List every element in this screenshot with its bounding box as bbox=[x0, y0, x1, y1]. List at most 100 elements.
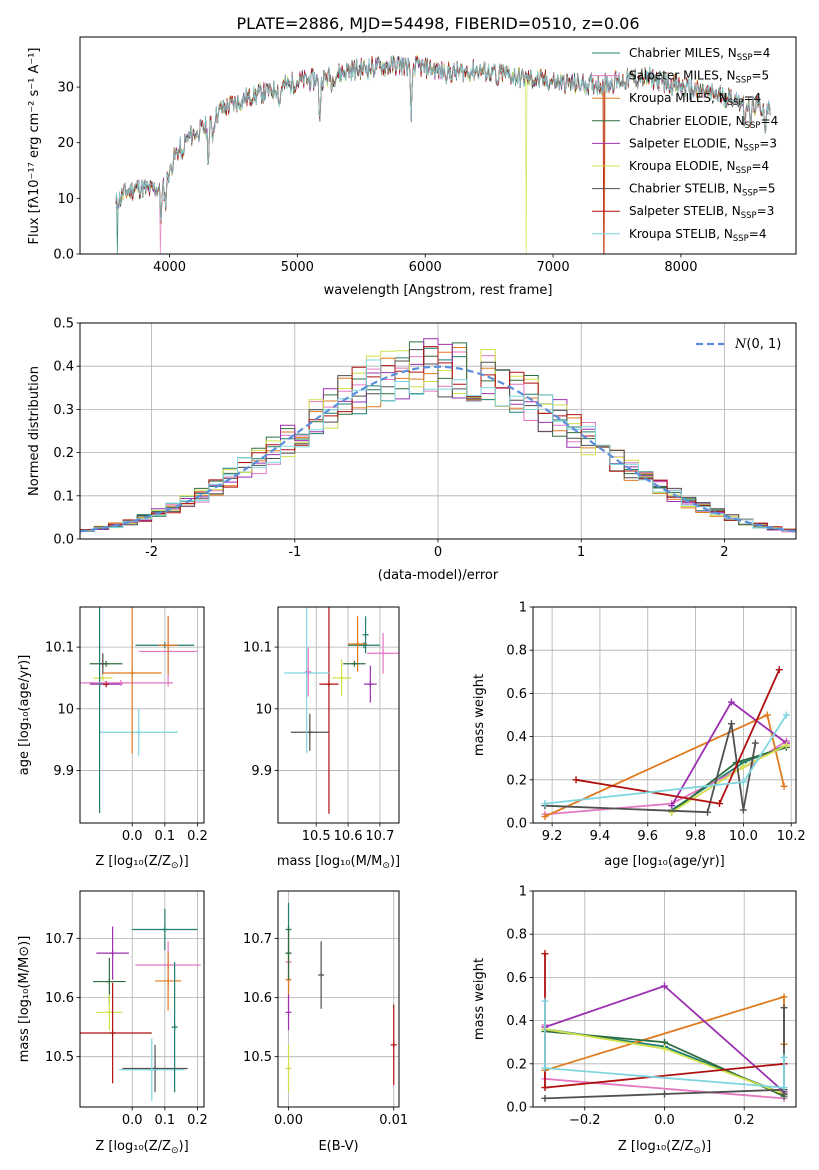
x-tick-label: -1 bbox=[288, 545, 301, 560]
legend-entry-sub: SSP bbox=[736, 76, 752, 86]
x-tick-label: 0.0 bbox=[122, 829, 143, 844]
x-tick-label: 0.00 bbox=[274, 1113, 303, 1128]
age_vs_Z-xlabel: Z [log₁₀(Z/Z⊙)] bbox=[95, 854, 188, 871]
y-tick-label: 10.1 bbox=[45, 641, 74, 656]
age_vs_mass-axes: 10.5 10.6 10.7 9.9 10 10.1 bbox=[243, 606, 400, 844]
y-tick-label: 0.6 bbox=[506, 687, 527, 702]
y-tick-label: 9.9 bbox=[53, 764, 74, 779]
legend-entry: Kroupa STELIB, NSSP=4 bbox=[629, 227, 767, 244]
weight-marker bbox=[739, 806, 747, 814]
residuals-xlabel: (data-model)/error bbox=[378, 568, 499, 583]
mass_vs_Z-plot-area bbox=[80, 891, 204, 1107]
legend-entry-tail: =4 bbox=[761, 114, 779, 128]
weight_vs_age-plot-area bbox=[533, 607, 796, 823]
axes-frame bbox=[79, 36, 797, 255]
legend-entry-sub: SSP bbox=[745, 121, 761, 131]
data-point bbox=[106, 978, 113, 985]
legend-entry-tail: =4 bbox=[753, 46, 771, 60]
data-point bbox=[285, 1065, 292, 1072]
legend-entry-sub: SSP bbox=[743, 143, 759, 153]
weight_vs_age-ylabel: mass weight bbox=[472, 674, 487, 756]
legend-entry-main: Salpeter MILES, N bbox=[629, 69, 736, 83]
legend-entry-main: Chabrier STELIB, N bbox=[629, 182, 742, 196]
normal-curve bbox=[80, 365, 796, 533]
weight-marker bbox=[727, 698, 735, 706]
weight-marker bbox=[668, 802, 676, 810]
weight-marker bbox=[715, 800, 723, 808]
x-tick-label: 5000 bbox=[281, 260, 314, 275]
y-tick-label: 0.6 bbox=[506, 971, 527, 986]
x-tick-label: -2 bbox=[145, 545, 158, 560]
weight-marker bbox=[739, 778, 747, 786]
data-point bbox=[129, 670, 136, 677]
legend-entry-main: Kroupa ELODIE, N bbox=[629, 159, 736, 173]
x-tick-label: 0.0 bbox=[122, 1113, 143, 1128]
weight-marker bbox=[780, 1084, 788, 1092]
y-tick-label: 0.0 bbox=[53, 248, 74, 263]
weight-marker bbox=[739, 763, 747, 771]
weight-marker bbox=[541, 997, 549, 1005]
legend-entry-tail: =4 bbox=[744, 91, 762, 105]
legend-entry: Kroupa ELODIE, NSSP=4 bbox=[629, 159, 769, 176]
y-tick-label: 0.2 bbox=[53, 446, 74, 461]
weight-marker bbox=[541, 950, 549, 958]
y-tick-label: 10.7 bbox=[243, 932, 272, 947]
y-tick-label: 10.7 bbox=[45, 932, 74, 947]
age_vs_mass-plot-area bbox=[278, 607, 399, 823]
xlabel-tail: )] bbox=[390, 854, 400, 869]
age-vs-Z-ylabel: age [log₁₀(age/yr)] bbox=[17, 655, 32, 776]
data-point bbox=[351, 660, 358, 667]
data-point bbox=[109, 950, 116, 957]
weight-marker bbox=[541, 1094, 549, 1102]
spectrum-ylabel: Flux [fλ10⁻¹⁷ erg cm⁻² s⁻¹ A⁻¹] bbox=[27, 48, 42, 245]
legend-entry-tail: =3 bbox=[757, 204, 775, 218]
spectrum-axes: 4000 5000 6000 7000 8000 0.0 10 20 30 bbox=[53, 36, 797, 275]
legend-entry-main: Chabrier ELODIE, N bbox=[629, 114, 745, 128]
y-tick-label: 1 bbox=[519, 601, 527, 616]
x-tick-label: 9.8 bbox=[685, 829, 706, 844]
y-tick-label: 0.2 bbox=[506, 1057, 527, 1072]
weight-series-line bbox=[671, 744, 787, 813]
y-tick-label: 10.1 bbox=[243, 641, 272, 656]
data-point bbox=[354, 641, 361, 648]
y-tick-label: 10.6 bbox=[45, 991, 74, 1006]
normal-curve-legend-symbol: N bbox=[734, 337, 747, 352]
data-point bbox=[135, 729, 142, 736]
spectrum-series-line bbox=[115, 55, 771, 254]
x-tick-label: 0.2 bbox=[187, 1113, 208, 1128]
x-tick-label: 0.0 bbox=[654, 1113, 675, 1128]
x-tick-label: 0.2 bbox=[187, 829, 208, 844]
xlabel-sun-symbol: ⊙ bbox=[171, 1146, 179, 1156]
legend-entry-main: Salpeter ELODIE, N bbox=[629, 136, 743, 150]
spectrum-plot-area bbox=[115, 54, 771, 254]
y-tick-label: 0.0 bbox=[506, 817, 527, 832]
weight_vs_Z-ylabel: mass weight bbox=[472, 958, 487, 1040]
axes-frame bbox=[532, 890, 797, 1108]
y-tick-label: 0.0 bbox=[53, 533, 74, 548]
spectrum-series-line bbox=[115, 54, 771, 254]
weight_vs_Z-axes: −0.2 0.0 0.2 0.0 0.2 0.4 0.6 0.8 1 bbox=[506, 885, 797, 1128]
weight_vs_Z-xlabel: Z [log₁₀(Z/Z⊙)] bbox=[618, 1139, 711, 1156]
age_vs_Z-axes: 0.0 0.1 0.2 9.9 10 10.1 bbox=[45, 606, 208, 844]
residual-histogram bbox=[80, 359, 796, 532]
mass_vs_ebv-xlabel: E(B-V) bbox=[318, 1139, 358, 1154]
legend-entry: Salpeter MILES, NSSP=5 bbox=[629, 69, 769, 86]
legend-entry-sub: SSP bbox=[741, 211, 757, 221]
x-tick-label: 0.1 bbox=[154, 1113, 175, 1128]
weight-marker bbox=[541, 1064, 549, 1072]
data-point bbox=[325, 681, 332, 688]
x-tick-label: 4000 bbox=[153, 260, 186, 275]
axes-frame bbox=[277, 606, 400, 824]
xlabel-sun-symbol: ⊙ bbox=[382, 861, 390, 871]
data-point bbox=[106, 1009, 113, 1016]
weight-marker bbox=[572, 776, 580, 784]
y-tick-label: 0.2 bbox=[506, 773, 527, 788]
weight-series-line bbox=[544, 1001, 785, 1089]
legend-entry-sub: SSP bbox=[728, 98, 744, 108]
y-tick-label: 10.6 bbox=[243, 991, 272, 1006]
x-tick-label: 10.0 bbox=[729, 829, 758, 844]
spectrum-series-line bbox=[115, 55, 771, 221]
weight-marker bbox=[704, 808, 712, 816]
data-point bbox=[380, 650, 387, 657]
y-tick-label: 0.4 bbox=[506, 1014, 527, 1029]
